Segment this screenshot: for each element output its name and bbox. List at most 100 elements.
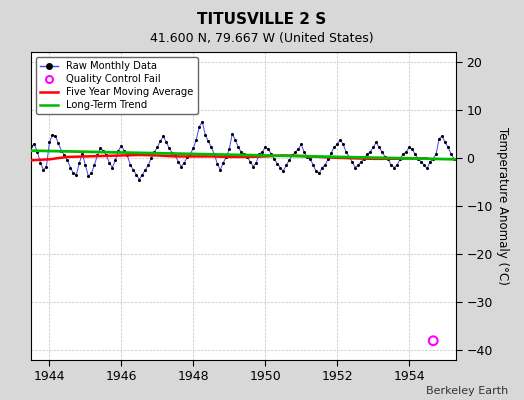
Point xyxy=(303,154,311,160)
Point xyxy=(195,123,203,130)
Point xyxy=(387,162,395,168)
Point xyxy=(339,141,347,148)
Y-axis label: Temperature Anomaly (°C): Temperature Anomaly (°C) xyxy=(496,127,509,285)
Point xyxy=(78,151,86,157)
Point xyxy=(312,168,320,174)
Point xyxy=(213,160,222,167)
Point xyxy=(255,151,264,157)
Point xyxy=(423,165,431,172)
Point xyxy=(201,132,210,138)
Point xyxy=(150,149,159,155)
Text: TITUSVILLE 2 S: TITUSVILLE 2 S xyxy=(198,12,326,27)
Point xyxy=(402,149,410,155)
Point xyxy=(336,136,344,143)
Point xyxy=(465,158,473,165)
Point xyxy=(426,158,434,165)
Point xyxy=(177,163,185,170)
Point xyxy=(189,145,198,152)
Point xyxy=(48,132,57,138)
Point xyxy=(366,149,374,155)
Point xyxy=(114,148,123,154)
Point xyxy=(192,136,201,143)
Point xyxy=(216,167,224,173)
Point xyxy=(99,148,107,154)
Point xyxy=(444,144,452,150)
Point xyxy=(405,144,413,150)
Point xyxy=(234,144,243,150)
Point xyxy=(480,151,488,157)
Point xyxy=(186,151,194,157)
Point xyxy=(399,151,407,157)
Point xyxy=(228,131,236,137)
Point xyxy=(411,151,419,157)
Point xyxy=(138,172,147,178)
Point xyxy=(327,150,335,156)
Point xyxy=(270,156,278,162)
Point xyxy=(459,164,467,171)
Point xyxy=(462,162,470,168)
Point xyxy=(117,143,126,149)
Point xyxy=(204,138,213,144)
Point xyxy=(450,156,458,162)
Point xyxy=(471,149,479,155)
Point xyxy=(165,145,173,152)
Point xyxy=(276,164,285,171)
Point xyxy=(453,158,461,165)
Point xyxy=(267,151,276,157)
Point xyxy=(54,140,62,147)
Point xyxy=(363,151,372,157)
Point xyxy=(246,158,255,165)
Point xyxy=(27,143,36,149)
Point xyxy=(396,156,405,162)
Point xyxy=(33,149,41,155)
Point xyxy=(252,160,260,166)
Point xyxy=(93,152,102,159)
Point xyxy=(330,144,339,150)
Point xyxy=(222,154,231,160)
Point xyxy=(168,150,177,156)
Point xyxy=(378,149,386,155)
Point xyxy=(39,167,48,173)
Point xyxy=(273,160,281,167)
Point xyxy=(369,144,377,150)
Point xyxy=(102,152,111,159)
Point xyxy=(306,156,314,162)
Point xyxy=(348,158,356,165)
Point xyxy=(342,149,351,155)
Point xyxy=(360,156,368,162)
Point xyxy=(372,139,380,146)
Point xyxy=(36,160,45,166)
Point xyxy=(87,170,95,176)
Point xyxy=(495,165,503,172)
Point xyxy=(429,338,438,344)
Point xyxy=(45,139,53,146)
Point xyxy=(432,151,440,157)
Point xyxy=(30,141,39,148)
Point xyxy=(381,154,389,160)
Point xyxy=(309,162,318,168)
Point xyxy=(357,158,365,165)
Point xyxy=(243,154,252,160)
Point xyxy=(18,148,27,154)
Point xyxy=(219,160,227,166)
Point xyxy=(174,158,182,165)
Point xyxy=(249,163,257,170)
Point xyxy=(9,163,18,170)
Point xyxy=(447,151,455,157)
Point xyxy=(231,136,239,143)
Point xyxy=(258,149,266,155)
Point xyxy=(129,167,137,173)
Point xyxy=(141,167,149,173)
Point xyxy=(333,141,341,148)
Point xyxy=(210,151,219,157)
Point xyxy=(486,152,494,159)
Point xyxy=(63,157,72,164)
Point xyxy=(351,164,359,171)
Point xyxy=(474,144,482,150)
Point xyxy=(345,154,353,160)
Point xyxy=(60,152,69,159)
Point xyxy=(81,162,90,168)
Point xyxy=(120,148,128,154)
Point xyxy=(108,164,116,171)
Point xyxy=(90,162,99,168)
